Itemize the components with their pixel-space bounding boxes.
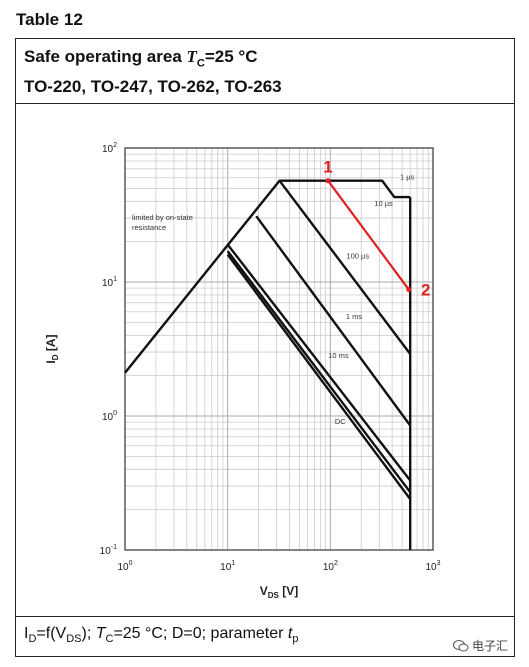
annotation-limited-line: limited by on-state [132,213,193,222]
y-tick-label: 10-1 [100,544,117,557]
y-tick-label: 101 [102,276,117,289]
series-line [124,179,411,374]
watermark: 电子汇 [452,637,508,654]
series-line [278,179,412,355]
figure-footer: ID=f(VDS); TC=25 °C; D=0; parameter tp 电… [16,616,514,656]
figure-header: Safe operating area TC=25 °C TO-220, TO-… [16,39,514,104]
series-label: 10 µs [374,199,393,208]
header-title-suffix: =25 °C [204,47,258,66]
footer-eq: =f(V [36,625,67,642]
series-line [226,250,412,493]
x-tick-label: 100 [117,560,132,573]
footer-mid: ); [81,625,96,642]
footer-tp-sub: p [292,633,299,646]
series-label: 10 ms [328,351,349,360]
header-line2: TO-220, TO-247, TO-262, TO-263 [24,77,282,97]
table-label: Table 12 [16,10,83,29]
header-tc-sub: C [196,57,205,70]
red-marker-point [325,178,331,184]
x-axis-label: VDS [V] [260,584,298,600]
header-title-prefix: Safe operating area [24,47,187,66]
x-tick-label: 103 [425,560,440,573]
footer-id: I [24,625,29,642]
footer-vds-sub: DS [66,633,82,646]
red-marker-line [327,180,410,291]
series-label: 1 µs [400,173,415,182]
footer-tp: t [287,625,293,642]
plot-area-border [124,147,434,551]
annotation-limited-line: resistance [132,223,166,232]
series-label: 100 µs [346,251,369,260]
y-tick-label: 102 [102,142,117,155]
wechat-icon [452,639,469,651]
x-tick-label: 102 [323,560,338,573]
red-marker-point [406,286,412,292]
y-axis-label: ID [A] [44,334,60,363]
x-tick-label: 101 [220,560,235,573]
header-line1: Safe operating area TC=25 °C [24,45,506,75]
footer-tc: T [95,625,106,642]
red-marker-label: 1 [323,158,332,177]
header-tc-symbol: T [186,47,197,66]
footer-rest: =25 °C; D=0; parameter [113,625,288,642]
series-label: 1 ms [346,312,363,321]
figure-frame: Safe operating area TC=25 °C TO-220, TO-… [15,38,515,657]
footer-id-sub: D [28,633,37,646]
series-label: DC [335,417,346,426]
red-marker-label: 2 [421,280,430,299]
series-line [226,253,412,500]
series-line [226,243,412,482]
footer-tc-sub: C [105,633,114,646]
watermark-text: 电子汇 [471,639,508,653]
series-line [255,215,412,427]
y-tick-label: 100 [102,410,117,423]
